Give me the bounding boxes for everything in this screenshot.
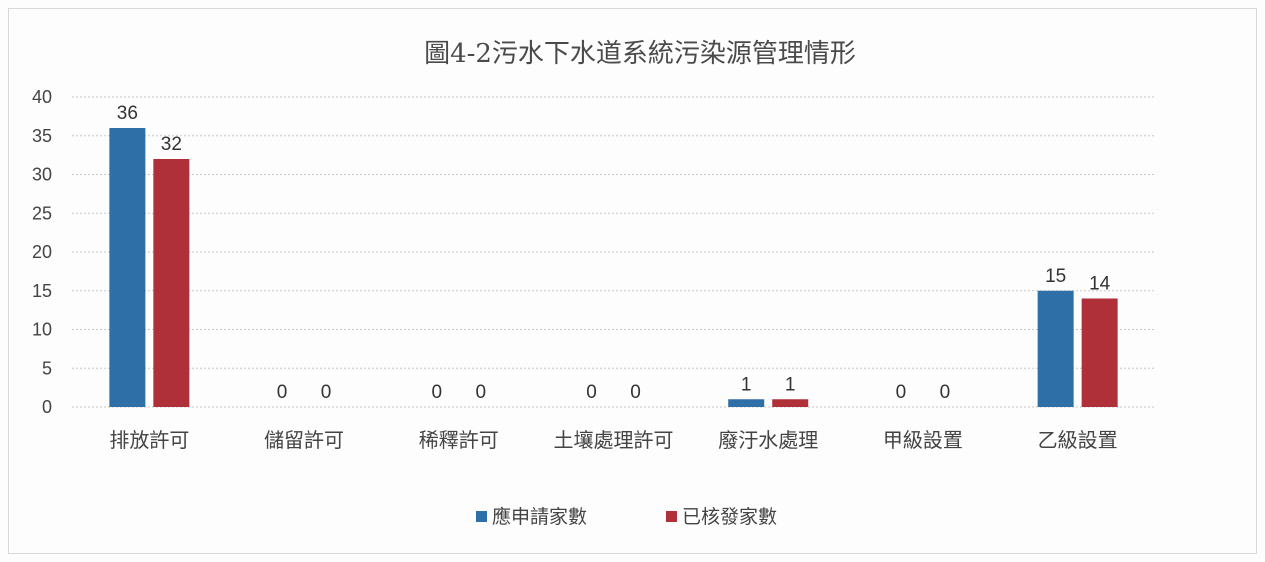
data-label: 1 <box>785 374 796 395</box>
legend-label: 已核發家數 <box>682 506 777 528</box>
y-tick-label: 25 <box>32 203 52 223</box>
y-tick-label: 40 <box>32 87 52 107</box>
data-label: 0 <box>896 382 907 403</box>
data-label: 1 <box>741 374 752 395</box>
x-tick-label: 甲級設置 <box>883 428 963 452</box>
y-tick-label: 15 <box>32 281 52 301</box>
data-label: 0 <box>940 382 951 403</box>
data-label: 32 <box>161 134 182 155</box>
y-tick-label: 20 <box>32 242 52 262</box>
chart-title: 圖4-2污水下水道系統污染源管理情形 <box>424 39 856 69</box>
data-label: 0 <box>630 382 641 403</box>
y-tick-label: 5 <box>42 358 52 378</box>
bar-applied <box>109 128 146 407</box>
chart-frame <box>8 8 1257 554</box>
legend-swatch <box>476 511 487 522</box>
x-tick-label: 排放許可 <box>109 428 189 452</box>
bar-approved <box>772 399 809 407</box>
bar-approved <box>1081 298 1118 407</box>
data-label: 14 <box>1089 274 1111 295</box>
data-label: 0 <box>321 382 332 403</box>
y-tick-label: 10 <box>32 320 52 340</box>
x-tick-label: 稀釋許可 <box>419 428 499 452</box>
data-label: 0 <box>475 382 486 403</box>
y-tick-label: 0 <box>42 397 52 417</box>
bar-approved <box>153 159 190 407</box>
x-tick-label: 乙級設置 <box>1038 428 1118 452</box>
data-label: 0 <box>431 382 442 403</box>
legend-swatch <box>666 511 677 522</box>
x-tick-label: 廢汙水處理 <box>718 428 818 452</box>
y-tick-label: 35 <box>32 126 52 146</box>
data-label: 0 <box>586 382 597 403</box>
y-tick-label: 30 <box>32 165 52 185</box>
legend-label: 應申請家數 <box>492 505 587 528</box>
data-label: 0 <box>277 382 288 403</box>
bar-applied <box>728 399 765 407</box>
data-label: 36 <box>117 103 138 124</box>
x-tick-label: 土壤處理許可 <box>554 428 674 452</box>
x-tick-label: 儲留許可 <box>264 428 344 452</box>
data-label: 15 <box>1045 266 1066 287</box>
bar-applied <box>1037 290 1074 407</box>
